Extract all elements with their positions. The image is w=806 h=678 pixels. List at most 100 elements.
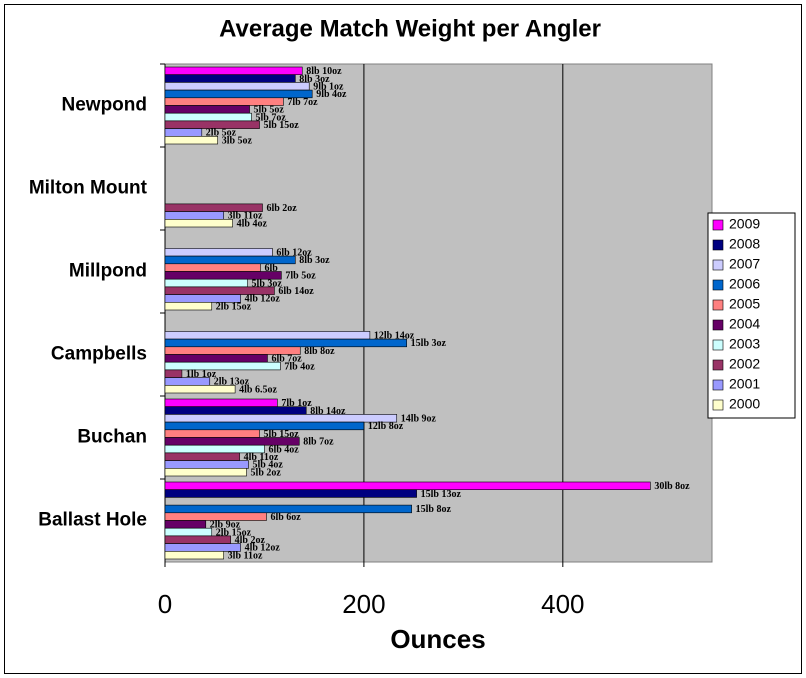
legend-swatch bbox=[712, 379, 724, 391]
bar bbox=[164, 331, 371, 340]
chart-title: Average Match Weight per Angler bbox=[219, 15, 601, 42]
bar bbox=[164, 406, 307, 415]
legend-label: 2001 bbox=[729, 376, 760, 392]
data-label: 6lb 2oz bbox=[266, 203, 297, 214]
legend-label: 2000 bbox=[729, 396, 760, 412]
data-label: 8lb 8oz bbox=[304, 346, 335, 357]
bar bbox=[164, 354, 268, 363]
legend-label: 2007 bbox=[729, 256, 760, 272]
plot-area bbox=[164, 63, 713, 563]
data-label: 8lb 7oz bbox=[303, 437, 334, 448]
bar bbox=[164, 535, 231, 544]
data-label: 4lb 12oz bbox=[245, 294, 281, 305]
legend-label: 2006 bbox=[729, 276, 760, 292]
bar bbox=[164, 489, 417, 498]
data-label: 7lb 4oz bbox=[284, 361, 315, 372]
data-label: 15lb 3oz bbox=[411, 338, 447, 349]
x-axis-label: Ounces bbox=[390, 624, 485, 654]
bar bbox=[164, 136, 219, 145]
legend-swatch bbox=[712, 319, 724, 331]
bar bbox=[164, 105, 250, 114]
data-label: 6lb 14oz bbox=[278, 286, 314, 297]
data-label: 2lb 5oz bbox=[206, 128, 237, 139]
legend-label: 2009 bbox=[729, 216, 760, 232]
bar bbox=[164, 512, 267, 521]
bar bbox=[164, 369, 183, 378]
bar bbox=[164, 421, 365, 431]
bar bbox=[164, 263, 261, 272]
x-tick-label: 200 bbox=[342, 589, 385, 619]
bar bbox=[164, 248, 273, 257]
data-label: 15lb 8oz bbox=[416, 504, 452, 515]
data-label: 3lb 11oz bbox=[228, 211, 263, 222]
x-tick-label: 400 bbox=[541, 589, 584, 619]
bar bbox=[164, 74, 296, 83]
bar bbox=[164, 120, 260, 129]
legend-label: 2003 bbox=[729, 336, 760, 352]
bar bbox=[164, 82, 310, 91]
data-label: 3lb 5oz bbox=[222, 135, 253, 146]
data-label: 5lb 3oz bbox=[252, 278, 283, 289]
bar bbox=[164, 414, 398, 423]
bar bbox=[164, 460, 249, 469]
bar bbox=[164, 398, 278, 407]
data-label: 9lb 1oz bbox=[313, 82, 344, 93]
data-label: 8lb 3oz bbox=[299, 74, 330, 85]
legend-swatch bbox=[712, 299, 724, 311]
data-label: 3lb 11oz bbox=[228, 550, 263, 561]
legend-label: 2004 bbox=[729, 316, 760, 332]
data-label: 6lb 12oz bbox=[276, 248, 312, 259]
bar bbox=[164, 66, 303, 75]
bar bbox=[164, 429, 260, 438]
bar bbox=[164, 520, 207, 529]
bar bbox=[164, 211, 224, 220]
data-label: 1lb 1oz bbox=[186, 369, 217, 380]
data-label: 5lb 5oz bbox=[254, 105, 285, 116]
data-label: 5lb 15oz bbox=[263, 120, 299, 131]
data-label: 6lb bbox=[264, 263, 278, 274]
data-label: 12lb 8oz bbox=[368, 421, 404, 432]
bar bbox=[164, 338, 407, 348]
bar bbox=[164, 467, 247, 477]
data-label: 8lb 14oz bbox=[310, 406, 346, 417]
data-label: 4lb 2oz bbox=[235, 535, 266, 546]
data-label: 7lb 7oz bbox=[287, 97, 318, 108]
legend-label: 2002 bbox=[729, 356, 760, 372]
bar bbox=[164, 377, 211, 386]
bar bbox=[164, 504, 412, 514]
y-tick-label: Milton Mount bbox=[29, 178, 148, 199]
data-label: 14lb 9oz bbox=[401, 414, 437, 425]
data-label: 5lb 2oz bbox=[251, 467, 282, 478]
bar bbox=[164, 384, 236, 394]
data-label: 8lb 10oz bbox=[306, 66, 342, 77]
legend-swatch bbox=[712, 359, 724, 371]
bar bbox=[164, 452, 240, 461]
bar bbox=[164, 112, 252, 122]
data-label: 2lb 9oz bbox=[210, 520, 241, 531]
bar bbox=[164, 278, 248, 288]
x-tick-label: 0 bbox=[158, 589, 172, 619]
bar bbox=[164, 128, 203, 137]
data-label: 2lb 13oz bbox=[214, 377, 250, 388]
data-label: 5lb 7oz bbox=[256, 112, 287, 123]
data-label: 6lb 7oz bbox=[271, 354, 302, 365]
data-label: 7lb 1oz bbox=[281, 398, 312, 409]
y-tick-label: Newpond bbox=[62, 95, 148, 116]
legend-label: 2008 bbox=[729, 236, 760, 252]
y-tick-label: Campbells bbox=[51, 344, 147, 365]
data-label: 5lb 4oz bbox=[253, 460, 284, 471]
bar bbox=[164, 219, 233, 228]
data-label: 5lb 15oz bbox=[263, 429, 299, 440]
data-label: 4lb 4oz bbox=[237, 218, 268, 229]
data-label: 12lb 14oz bbox=[374, 331, 415, 342]
data-label: 6lb 4oz bbox=[268, 444, 299, 455]
y-tick-label: Buchan bbox=[77, 427, 147, 448]
legend-label: 2005 bbox=[729, 296, 760, 312]
legend-swatch bbox=[712, 239, 724, 251]
data-label: 9lb 4oz bbox=[316, 89, 347, 100]
data-label: 4lb 12oz bbox=[245, 543, 281, 554]
bar bbox=[164, 481, 651, 490]
legend-swatch bbox=[712, 279, 724, 291]
data-label: 2lb 15oz bbox=[216, 527, 252, 538]
bar bbox=[164, 361, 281, 371]
